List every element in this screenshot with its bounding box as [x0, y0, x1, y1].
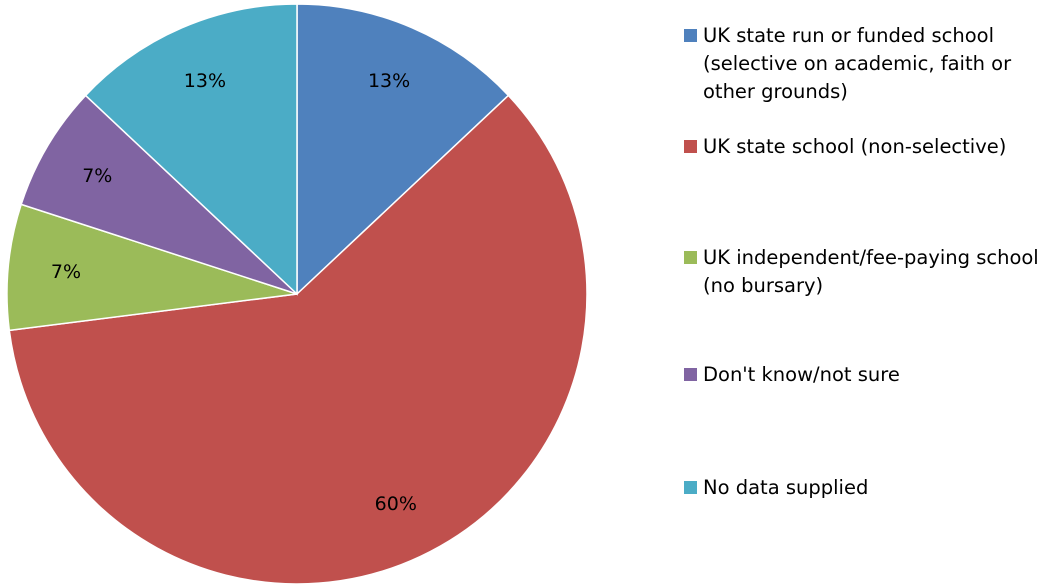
data-label: 13%: [368, 70, 410, 92]
legend-swatch: [684, 251, 697, 264]
pie-slices: [6, 3, 588, 585]
pie-data-labels: 13% 60% 7% 7% 13%: [51, 70, 417, 515]
pie-plot-area: 13% 60% 7% 7% 13%: [6, 3, 588, 585]
data-label: 13%: [184, 70, 226, 92]
legend-item-no-data: No data supplied: [684, 474, 1046, 502]
legend-label: UK independent/fee-paying school (no bur…: [703, 246, 1039, 297]
slice-non-selective-state: [8, 94, 588, 585]
legend-label: Don't know/not sure: [703, 363, 900, 386]
legend-label: UK state run or funded school (selective…: [703, 24, 1012, 103]
legend-item-independent: UK independent/fee-paying school (no bur…: [684, 244, 1046, 300]
slice-independent: [6, 203, 298, 332]
legend: UK state run or funded school (selective…: [684, 22, 1046, 562]
data-label: 60%: [375, 493, 417, 515]
legend-item-dont-know: Don't know/not sure: [684, 361, 1046, 389]
data-label: 7%: [51, 261, 81, 283]
legend-item-selective-state: UK state run or funded school (selective…: [684, 22, 1046, 106]
legend-swatch: [684, 140, 697, 153]
slice-selective-state: [296, 3, 510, 296]
legend-swatch: [684, 481, 697, 494]
legend-item-non-selective-state: UK state school (non-selective): [684, 133, 1046, 161]
legend-label: No data supplied: [703, 476, 869, 499]
legend-label: UK state school (non-selective): [703, 135, 1007, 158]
data-label: 7%: [82, 165, 112, 187]
legend-swatch: [684, 368, 697, 381]
slice-no-data: [84, 3, 298, 296]
legend-swatch: [684, 29, 697, 42]
slice-dont-know: [20, 94, 298, 295]
